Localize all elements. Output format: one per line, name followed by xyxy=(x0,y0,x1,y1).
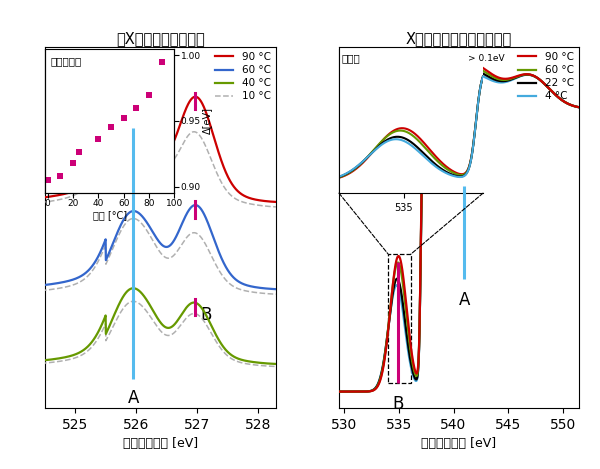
Text: A: A xyxy=(459,291,470,309)
Title: X線ラマン散乱スペクトル: X線ラマン散乱スペクトル xyxy=(406,31,512,46)
Text: B: B xyxy=(392,395,404,413)
Bar xyxy=(388,254,411,383)
Legend: 90 °C, 60 °C, 40 °C, 10 °C: 90 °C, 60 °C, 40 °C, 10 °C xyxy=(215,52,271,101)
Y-axis label: Δ[eV]: Δ[eV] xyxy=(202,107,212,135)
Legend: 90 °C, 60 °C, 22 °C, 4 °C: 90 °C, 60 °C, 22 °C, 4 °C xyxy=(518,52,574,101)
X-axis label: 光エネルギー [eV]: 光エネルギー [eV] xyxy=(421,437,497,450)
X-axis label: 光エネルギー [eV]: 光エネルギー [eV] xyxy=(123,437,198,450)
Text: B: B xyxy=(200,306,211,324)
Text: A: A xyxy=(127,389,139,408)
Title: 軟X線発光スペクトル: 軟X線発光スペクトル xyxy=(116,31,205,46)
